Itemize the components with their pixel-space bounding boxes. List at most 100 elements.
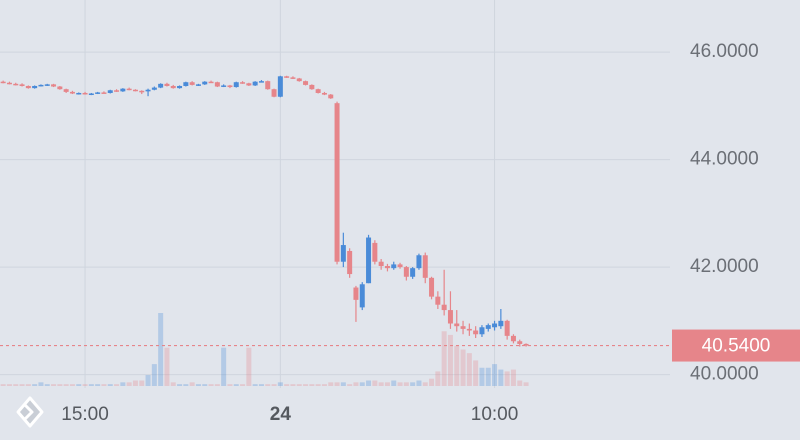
- candle-body: [120, 88, 126, 92]
- candle-body: [353, 287, 359, 300]
- candle-body: [82, 92, 88, 95]
- volume-bar: [82, 384, 88, 386]
- volume-bar: [397, 382, 403, 386]
- volume-bar: [44, 384, 50, 386]
- candle-body: [252, 81, 258, 86]
- candle-body: [290, 77, 296, 79]
- volume-bar: [240, 384, 246, 386]
- volume-bar: [359, 382, 365, 386]
- volume-bar: [466, 353, 472, 386]
- candle-body: [447, 310, 453, 324]
- candle-body: [63, 89, 69, 92]
- candle-body: [258, 81, 264, 83]
- candle-body: [6, 82, 12, 85]
- volume-bar: [271, 384, 277, 386]
- volume-bar: [403, 382, 409, 386]
- candle-body: [19, 84, 25, 86]
- volume-bar: [441, 331, 447, 386]
- volume-bar: [51, 384, 57, 386]
- logo: [16, 396, 44, 428]
- volume-bar: [139, 380, 145, 386]
- volume-bar: [38, 382, 44, 386]
- volume-bar: [492, 364, 498, 386]
- candle-body: [303, 81, 309, 85]
- volume-bar: [422, 382, 428, 386]
- volume-bar: [366, 380, 372, 386]
- volume-bar: [284, 384, 290, 386]
- candle-body: [492, 323, 498, 328]
- candle-body: [208, 81, 214, 84]
- volume-bar: [447, 334, 453, 386]
- candle-body: [132, 89, 138, 92]
- volume-bar: [416, 380, 422, 386]
- volume-bar: [202, 384, 208, 386]
- candle-body: [422, 255, 428, 278]
- volume-bar: [101, 384, 107, 386]
- volume-bar: [76, 384, 82, 386]
- volume-bar: [233, 384, 239, 386]
- volume-bar: [460, 349, 466, 386]
- candle-body: [315, 89, 321, 93]
- volume-bar: [63, 384, 69, 386]
- volume-bar: [69, 384, 75, 386]
- candle-body: [523, 343, 529, 346]
- candle-body: [454, 323, 460, 327]
- y-tick-label: 40.0000: [690, 364, 759, 385]
- candle-body: [378, 261, 384, 267]
- candle-body: [32, 85, 38, 89]
- y-tick-label: 42.0000: [690, 256, 759, 277]
- candle-body: [359, 284, 365, 308]
- x-tick-label: 15:00: [61, 404, 109, 425]
- candle-body: [139, 90, 145, 93]
- volume-bar: [517, 380, 523, 386]
- candle-body: [321, 92, 327, 95]
- volume-bar: [435, 371, 441, 386]
- candle-body: [38, 84, 44, 87]
- volume-bar: [170, 382, 176, 386]
- candle-body: [189, 82, 195, 85]
- candle-body: [101, 92, 107, 94]
- candle-body: [347, 250, 353, 275]
- candle-body: [391, 264, 397, 269]
- candle-body: [479, 327, 485, 335]
- candle-body: [271, 89, 277, 97]
- candle-body: [44, 84, 50, 86]
- volume-bar: [510, 369, 516, 386]
- candle-body: [466, 328, 472, 331]
- volume-bar: [523, 382, 529, 386]
- volume-bar: [214, 384, 220, 386]
- candle-body: [429, 277, 435, 297]
- volume-bar: [19, 384, 25, 386]
- candle-body: [51, 84, 57, 87]
- y-tick-label: 44.0000: [690, 149, 759, 170]
- volume-bar: [145, 375, 151, 386]
- candle-body: [170, 85, 176, 89]
- volume-bar: [164, 347, 170, 386]
- volume-bar: [391, 380, 397, 386]
- candle-body: [145, 89, 151, 92]
- candle-body: [13, 83, 19, 86]
- candle-body: [233, 82, 239, 88]
- y-tick-label: 46.0000: [690, 41, 759, 62]
- volume-bar: [221, 347, 227, 386]
- candle-body: [309, 84, 315, 90]
- candle-body: [69, 91, 75, 94]
- volume-bar: [120, 382, 126, 386]
- volume-bar: [32, 384, 38, 386]
- candle-body: [403, 267, 409, 277]
- candle-body: [25, 85, 31, 89]
- volume-bar: [114, 384, 120, 386]
- candle-body: [265, 81, 271, 90]
- candle-body: [177, 85, 183, 89]
- volume-bar: [132, 380, 138, 386]
- volume-bar: [0, 384, 6, 386]
- volume-bar: [473, 360, 479, 386]
- candle-body: [107, 90, 113, 93]
- candle-body: [151, 87, 157, 90]
- volume-bar: [479, 367, 485, 386]
- volume-bar: [384, 382, 390, 386]
- last-price-box: [672, 329, 800, 362]
- volume-bar: [13, 384, 19, 386]
- candle-body: [510, 335, 516, 342]
